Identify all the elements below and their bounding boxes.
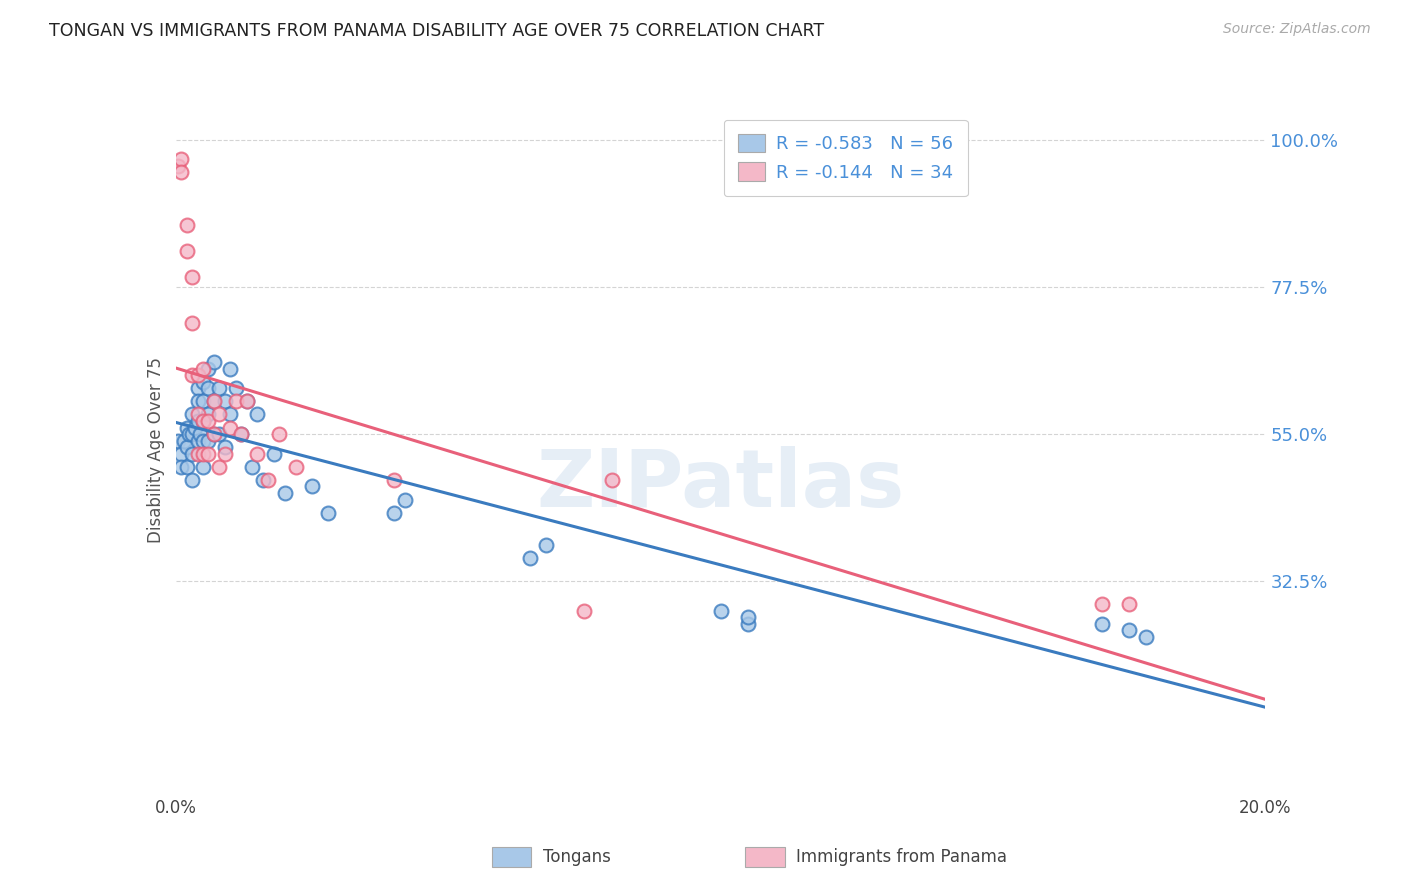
- Point: [269, 427, 291, 442]
- Point: [284, 459, 307, 474]
- Point: [186, 394, 209, 409]
- Point: [176, 218, 198, 232]
- Point: [240, 459, 263, 474]
- Point: [382, 473, 405, 487]
- Point: [1091, 616, 1114, 631]
- Point: [188, 427, 211, 442]
- Point: [191, 375, 214, 389]
- Point: [202, 427, 225, 442]
- Point: [181, 270, 204, 285]
- Point: [197, 361, 219, 376]
- Point: [519, 551, 541, 566]
- Point: [191, 414, 214, 428]
- Point: [737, 616, 759, 631]
- Point: [219, 408, 242, 422]
- Point: [1118, 597, 1140, 611]
- Point: [252, 473, 274, 487]
- Point: [184, 420, 207, 434]
- Point: [231, 427, 253, 442]
- Point: [179, 427, 201, 442]
- Point: [1135, 630, 1157, 644]
- Text: ZIPatlas: ZIPatlas: [537, 446, 904, 524]
- Point: [574, 604, 596, 618]
- Point: [219, 361, 242, 376]
- Point: [202, 427, 225, 442]
- Point: [1091, 597, 1114, 611]
- Point: [214, 440, 236, 454]
- Point: [186, 434, 209, 448]
- Point: [274, 486, 297, 500]
- Point: [208, 381, 231, 395]
- Point: [176, 459, 198, 474]
- Point: [181, 316, 204, 330]
- Point: [191, 414, 214, 428]
- Point: [181, 447, 204, 461]
- Point: [202, 394, 225, 409]
- Point: [737, 610, 759, 624]
- Point: [186, 447, 209, 461]
- Point: [173, 434, 195, 448]
- Point: [176, 420, 198, 434]
- Point: [170, 447, 193, 461]
- Point: [191, 361, 214, 376]
- Point: [208, 459, 231, 474]
- FancyBboxPatch shape: [745, 847, 785, 867]
- Point: [394, 492, 416, 507]
- Point: [225, 381, 247, 395]
- Point: [318, 506, 340, 520]
- Point: [181, 473, 204, 487]
- Point: [235, 394, 257, 409]
- Point: [176, 440, 198, 454]
- Point: [197, 434, 219, 448]
- Point: [214, 447, 236, 461]
- Point: [191, 459, 214, 474]
- Point: [208, 408, 231, 422]
- Point: [181, 368, 204, 383]
- Point: [197, 414, 219, 428]
- Point: [600, 473, 623, 487]
- Point: [257, 473, 280, 487]
- Point: [710, 604, 733, 618]
- Point: [176, 244, 198, 258]
- Point: [202, 355, 225, 369]
- Text: Tongans: Tongans: [543, 848, 610, 866]
- Point: [181, 408, 204, 422]
- Point: [1118, 624, 1140, 638]
- Point: [202, 394, 225, 409]
- FancyBboxPatch shape: [492, 847, 531, 867]
- Point: [197, 381, 219, 395]
- Point: [191, 434, 214, 448]
- Point: [197, 408, 219, 422]
- Point: [214, 394, 236, 409]
- Legend: R = -0.583   N = 56, R = -0.144   N = 34: R = -0.583 N = 56, R = -0.144 N = 34: [724, 120, 967, 196]
- Point: [191, 447, 214, 461]
- Point: [170, 165, 193, 179]
- Point: [186, 414, 209, 428]
- Y-axis label: Disability Age Over 75: Disability Age Over 75: [146, 358, 165, 543]
- Point: [301, 479, 323, 493]
- Point: [534, 538, 557, 552]
- Point: [246, 408, 269, 422]
- Point: [170, 153, 193, 167]
- Point: [219, 420, 242, 434]
- Point: [186, 368, 209, 383]
- Point: [263, 447, 285, 461]
- Point: [167, 159, 190, 173]
- Text: Source: ZipAtlas.com: Source: ZipAtlas.com: [1223, 22, 1371, 37]
- Point: [191, 394, 214, 409]
- Point: [186, 408, 209, 422]
- Point: [231, 427, 253, 442]
- Point: [170, 459, 193, 474]
- Point: [382, 506, 405, 520]
- Point: [225, 394, 247, 409]
- Text: Immigrants from Panama: Immigrants from Panama: [796, 848, 1007, 866]
- Point: [246, 447, 269, 461]
- Point: [235, 394, 257, 409]
- Point: [208, 427, 231, 442]
- Point: [186, 381, 209, 395]
- Point: [167, 434, 190, 448]
- Point: [181, 427, 204, 442]
- Point: [197, 447, 219, 461]
- Text: TONGAN VS IMMIGRANTS FROM PANAMA DISABILITY AGE OVER 75 CORRELATION CHART: TONGAN VS IMMIGRANTS FROM PANAMA DISABIL…: [49, 22, 824, 40]
